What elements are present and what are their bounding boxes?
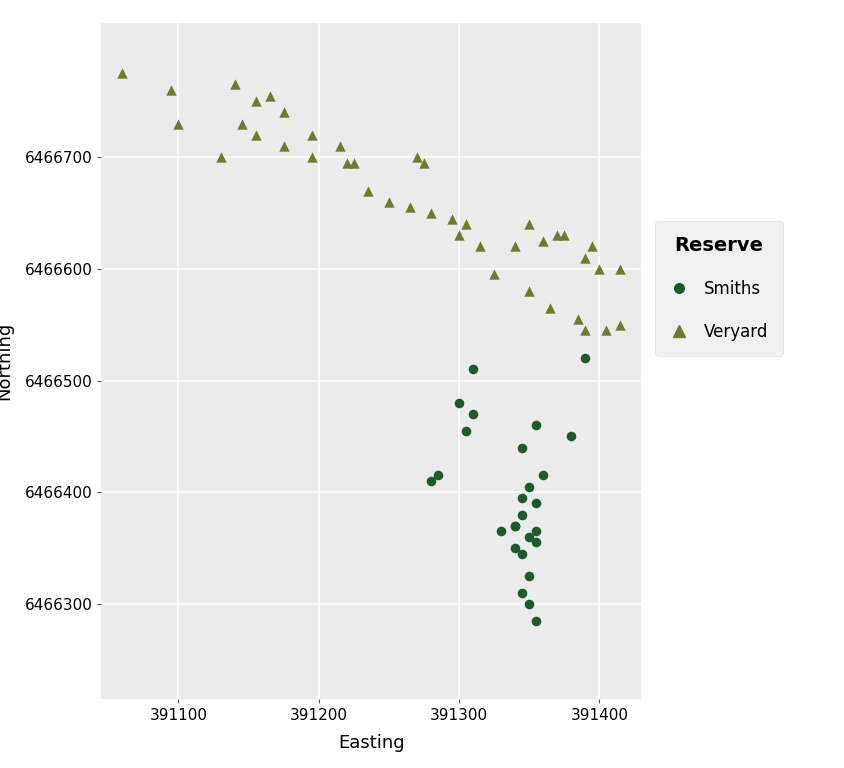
Point: [522, 481, 536, 493]
Point: [508, 542, 522, 554]
Point: [529, 497, 543, 509]
Point: [249, 95, 262, 108]
Point: [305, 151, 318, 164]
Point: [571, 313, 585, 325]
Point: [614, 319, 627, 331]
Point: [508, 520, 522, 532]
Point: [508, 240, 522, 253]
Point: [228, 78, 241, 91]
Point: [249, 128, 262, 141]
Point: [116, 67, 129, 79]
Point: [487, 268, 500, 280]
Point: [214, 151, 227, 164]
Point: [425, 475, 438, 487]
Point: [516, 587, 529, 599]
Point: [592, 263, 606, 275]
X-axis label: Easting: Easting: [338, 734, 404, 752]
Point: [550, 229, 564, 241]
Point: [459, 425, 473, 437]
Point: [410, 151, 424, 164]
Point: [452, 229, 466, 241]
Point: [361, 184, 375, 197]
Point: [417, 157, 430, 169]
Point: [522, 598, 536, 610]
Point: [599, 324, 613, 336]
Point: [431, 469, 445, 482]
Legend: Smiths, Veryard: Smiths, Veryard: [655, 220, 783, 356]
Point: [544, 302, 557, 314]
Point: [579, 251, 592, 263]
Point: [516, 442, 529, 454]
Point: [558, 229, 571, 241]
Point: [495, 525, 508, 538]
Point: [277, 106, 290, 118]
Point: [516, 548, 529, 560]
Point: [333, 140, 347, 152]
Point: [614, 263, 627, 275]
Point: [579, 352, 592, 364]
Point: [529, 536, 543, 548]
Y-axis label: Northing: Northing: [0, 322, 14, 400]
Point: [425, 207, 438, 219]
Point: [537, 469, 550, 482]
Point: [565, 430, 578, 442]
Point: [305, 128, 318, 141]
Point: [347, 157, 360, 169]
Point: [452, 397, 466, 409]
Point: [516, 492, 529, 504]
Point: [529, 614, 543, 627]
Point: [277, 140, 290, 152]
Point: [235, 118, 248, 130]
Point: [473, 240, 487, 253]
Point: [165, 84, 178, 96]
Point: [340, 157, 354, 169]
Point: [446, 213, 459, 225]
Point: [382, 196, 396, 208]
Point: [516, 508, 529, 521]
Point: [171, 118, 185, 130]
Point: [522, 218, 536, 230]
Point: [459, 218, 473, 230]
Point: [403, 201, 417, 214]
Point: [467, 408, 480, 420]
Point: [522, 285, 536, 297]
Point: [467, 363, 480, 376]
Point: [508, 520, 522, 532]
Point: [522, 570, 536, 582]
Point: [537, 235, 550, 247]
Point: [529, 525, 543, 538]
Point: [579, 324, 592, 336]
Point: [522, 531, 536, 543]
Point: [586, 240, 599, 253]
Point: [262, 90, 276, 102]
Point: [529, 419, 543, 432]
